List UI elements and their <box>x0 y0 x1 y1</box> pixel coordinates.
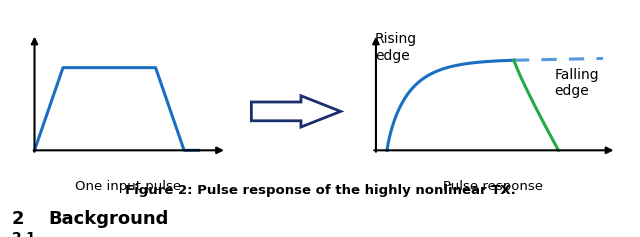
Text: Background: Background <box>48 210 168 228</box>
Text: One input pulse: One input pulse <box>75 180 181 193</box>
Polygon shape <box>252 96 340 127</box>
Text: Figure 2: Pulse response of the highly nonlinear TX.: Figure 2: Pulse response of the highly n… <box>125 184 515 197</box>
Text: Falling
edge: Falling edge <box>554 68 599 98</box>
Text: Pulse response: Pulse response <box>443 180 543 193</box>
Text: Rising
edge: Rising edge <box>375 32 417 63</box>
Text: 2: 2 <box>12 210 24 228</box>
Text: 2.1: 2.1 <box>12 231 36 237</box>
